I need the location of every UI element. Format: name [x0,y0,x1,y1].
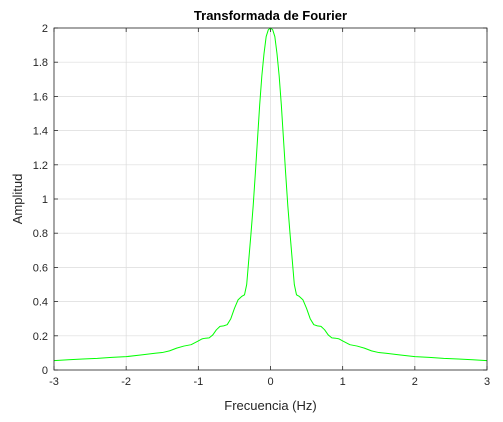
x-tick-label: 1 [340,376,346,388]
x-tick-label: 0 [267,376,273,388]
y-tick-label: 1 [42,194,48,206]
y-tick-label: 1.2 [33,160,48,172]
x-tick-label: -2 [121,376,131,388]
y-tick-label: 1.6 [33,91,48,103]
tick-labels: -3 -2 -1 0 1 2 3 0 0.2 0.4 0.6 0.8 1 1.2 1.4 1.6 1.8 2 [33,23,490,388]
y-tick-label: 1.4 [33,126,48,138]
y-tick-label: 0 [42,365,48,377]
x-tick-label: 3 [484,376,490,388]
x-tick-label: 2 [412,376,418,388]
x-tick-label: -3 [49,376,59,388]
x-tick-label: -1 [193,376,203,388]
y-tick-label: 0.2 [33,331,48,343]
y-tick-label: 0.8 [33,228,48,240]
chart-title: Transformada de Fourier [194,8,347,23]
x-axis-label: Frecuencia (Hz) [224,398,316,413]
y-tick-label: 1.8 [33,57,48,69]
y-tick-label: 0.6 [33,262,48,274]
y-tick-label: 0.4 [33,297,48,309]
y-axis-label: Amplitud [10,174,25,225]
plot-frame [53,27,488,371]
y-tick-label: 2 [42,23,48,35]
